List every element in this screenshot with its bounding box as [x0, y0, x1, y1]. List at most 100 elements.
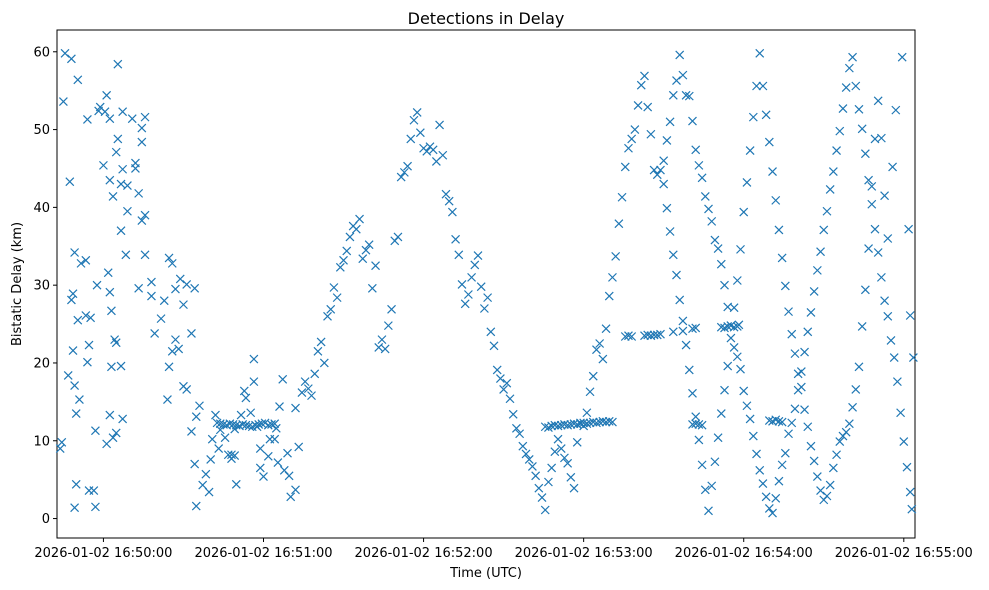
- data-point: [204, 487, 214, 497]
- data-point: [553, 434, 563, 444]
- data-point: [828, 167, 838, 177]
- data-point: [697, 420, 707, 430]
- data-point: [720, 385, 729, 395]
- data-point: [704, 204, 713, 214]
- data-point: [111, 147, 121, 157]
- data-point: [905, 487, 915, 497]
- data-point: [566, 419, 576, 429]
- data-point: [134, 188, 144, 198]
- data-point: [899, 437, 909, 446]
- data-point: [518, 441, 528, 451]
- data-point: [620, 162, 630, 172]
- x-tick-label: 2026-01-02 16:54:00: [675, 546, 813, 561]
- data-point: [249, 377, 259, 387]
- data-point: [907, 504, 917, 514]
- data-point: [646, 129, 656, 139]
- data-point: [100, 107, 110, 117]
- data-point: [563, 458, 573, 468]
- data-point: [71, 479, 81, 489]
- data-point: [98, 160, 108, 170]
- data-point: [700, 485, 710, 495]
- data-point: [716, 409, 726, 418]
- data-point: [476, 282, 486, 292]
- data-point: [755, 48, 765, 58]
- data-point: [825, 185, 835, 194]
- data-point: [118, 107, 128, 117]
- data-point: [582, 408, 592, 418]
- data-point: [127, 114, 137, 124]
- data-point: [121, 250, 131, 260]
- data-point: [678, 316, 688, 326]
- data-point: [521, 449, 531, 459]
- data-point: [137, 123, 147, 133]
- data-point: [761, 492, 771, 502]
- data-point: [774, 416, 784, 426]
- data-point: [70, 503, 80, 513]
- data-point: [694, 419, 704, 429]
- data-point: [732, 276, 742, 285]
- data-point: [768, 508, 777, 518]
- data-point: [904, 224, 914, 234]
- data-point: [140, 210, 150, 220]
- data-point: [697, 460, 707, 470]
- data-point: [116, 226, 126, 236]
- data-point: [672, 76, 681, 85]
- data-point: [486, 327, 496, 337]
- data-point: [511, 423, 521, 433]
- x-tick-label: 2026-01-02 16:51:00: [194, 546, 332, 561]
- data-point: [675, 295, 685, 305]
- data-point: [387, 304, 396, 314]
- data-point: [652, 170, 662, 180]
- data-point: [409, 115, 419, 125]
- data-point: [345, 232, 355, 242]
- data-point: [774, 476, 784, 486]
- data-point: [800, 347, 809, 357]
- data-point: [531, 471, 541, 481]
- data-point: [190, 283, 200, 293]
- data-point: [249, 354, 259, 364]
- data-point: [851, 81, 861, 91]
- data-point: [534, 483, 544, 493]
- data-point: [371, 261, 380, 271]
- data-point: [748, 431, 758, 441]
- data-point: [777, 417, 787, 427]
- data-point: [883, 234, 893, 243]
- data-point: [103, 268, 113, 278]
- data-point: [851, 384, 861, 394]
- data-point: [393, 232, 403, 242]
- y-tick-label: 40: [33, 201, 50, 216]
- data-point: [123, 206, 132, 216]
- data-point: [230, 451, 240, 460]
- data-point: [812, 265, 822, 275]
- data-point: [656, 329, 665, 339]
- data-point: [848, 402, 857, 412]
- data-point: [182, 279, 192, 289]
- data-point: [803, 327, 813, 337]
- data-point: [745, 146, 755, 156]
- data-point: [284, 471, 294, 481]
- data-point: [179, 300, 188, 310]
- data-point: [495, 374, 505, 383]
- data-point: [267, 419, 276, 429]
- data-point: [286, 492, 296, 502]
- data-point: [592, 345, 601, 355]
- data-point: [108, 192, 118, 201]
- data-point: [82, 115, 92, 124]
- data-point: [231, 479, 241, 489]
- data-point: [809, 456, 819, 466]
- data-point: [736, 244, 745, 254]
- data-point: [137, 137, 147, 147]
- data-point: [576, 419, 585, 429]
- data-point: [198, 480, 208, 490]
- data-point: [65, 177, 75, 187]
- data-point: [860, 149, 870, 159]
- data-point: [598, 416, 608, 426]
- data-point: [828, 463, 838, 473]
- data-point: [883, 311, 893, 321]
- data-point: [604, 291, 614, 301]
- data-point: [167, 258, 177, 268]
- data-point: [335, 262, 345, 272]
- data-point: [672, 270, 681, 280]
